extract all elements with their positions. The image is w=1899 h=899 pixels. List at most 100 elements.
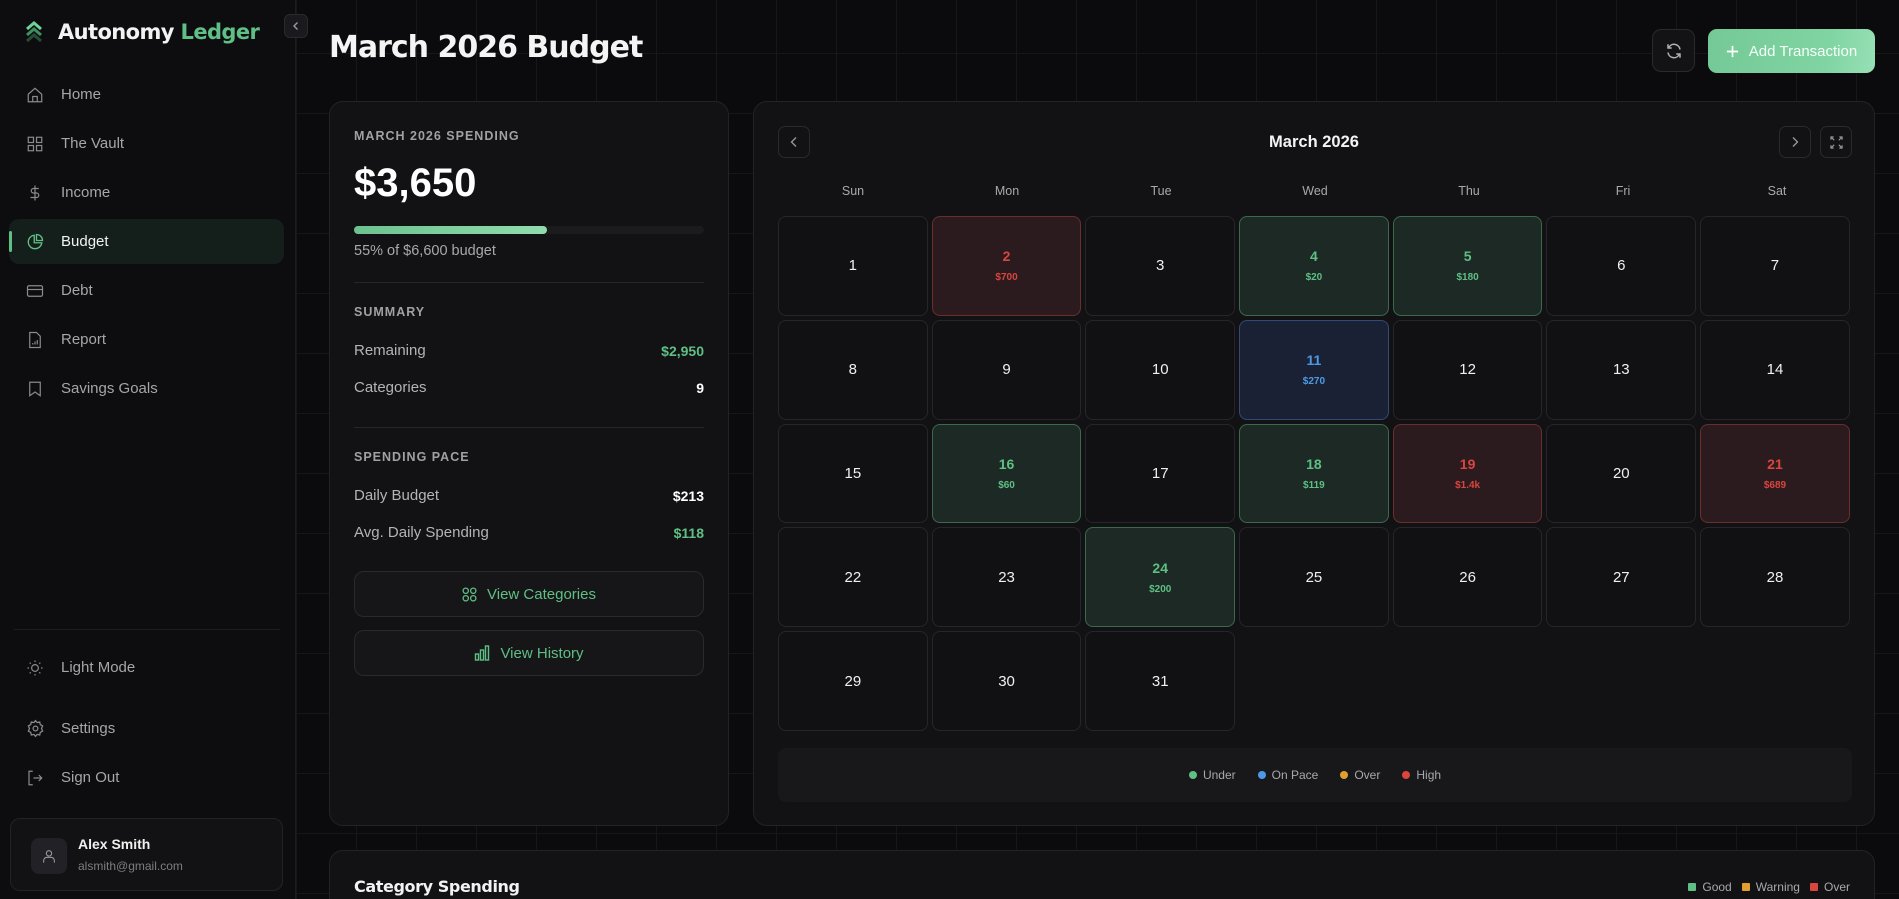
day-number: 1 (848, 257, 858, 275)
calendar-day-29[interactable]: 29 (778, 631, 928, 731)
calendar-day-18[interactable]: 18 $119 (1239, 423, 1389, 524)
calendar-day-17[interactable]: 17 (1085, 423, 1236, 524)
view-history-label: View History (500, 644, 584, 662)
calendar-day-2[interactable]: 2 $700 (931, 216, 1082, 316)
calendar-day-31[interactable]: 31 (1085, 631, 1236, 731)
calendar-day-9[interactable]: 9 (931, 319, 1082, 420)
add-transaction-label: Add Transaction (1748, 42, 1858, 60)
user-email: alsmith@gmail.com (78, 859, 183, 873)
calendar-day-25[interactable]: 25 (1239, 527, 1389, 628)
sidebar-item-the-vault[interactable]: The Vault (9, 121, 284, 166)
calendar-day-23[interactable]: 23 (931, 527, 1082, 628)
sun-icon (25, 658, 45, 678)
calendar-day-8[interactable]: 8 (778, 319, 928, 420)
credit-card-icon (25, 281, 45, 301)
calendar-day-15[interactable]: 15 (778, 423, 928, 524)
view-categories-button[interactable]: View Categories (354, 571, 704, 617)
calendar-day-22[interactable]: 22 (778, 527, 928, 628)
day-number: 18 (1306, 455, 1322, 472)
brand[interactable]: Autonomy Ledger (24, 20, 260, 44)
calendar-day-19[interactable]: 19 $1.4k (1392, 423, 1543, 524)
legend-label: Good (1702, 880, 1732, 894)
light-mode-toggle[interactable]: Light Mode (9, 645, 284, 690)
category-legend: Good Warning Over (1688, 880, 1850, 894)
calendar-day-26[interactable]: 26 (1392, 527, 1543, 628)
calendar-day-3[interactable]: 3 (1085, 216, 1236, 316)
summary-row-categories: Categories 9 (354, 379, 704, 396)
calendar-day-20[interactable]: 20 (1546, 423, 1697, 524)
legend-label: Over (1823, 880, 1850, 894)
refresh-button[interactable] (1652, 29, 1695, 72)
calendar-day-4[interactable]: 4 $20 (1239, 216, 1389, 316)
day-number: 11 (1306, 352, 1322, 369)
sidebar-item-savings-goals[interactable]: Savings Goals (9, 366, 284, 411)
calendar-day-5[interactable]: 5 $180 (1392, 216, 1543, 316)
sidebar: Autonomy Ledger Home The Vault Income Bu… (0, 0, 296, 899)
legend-item-high: High (1402, 768, 1441, 782)
sidebar-item-label: Settings (61, 720, 116, 737)
legend-item-on-pace: On Pace (1257, 768, 1318, 782)
bottom-nav-2: Settings Sign Out (9, 706, 284, 804)
calendar-day-12[interactable]: 12 (1392, 319, 1543, 420)
weekday-header: Sun Mon Tue Wed Thu Fri Sat (778, 184, 1852, 198)
prev-month-button[interactable] (778, 126, 810, 158)
calendar-day-14[interactable]: 14 (1700, 319, 1850, 420)
next-month-button[interactable] (1779, 126, 1811, 158)
sidebar-item-label: Income (61, 184, 111, 201)
expand-calendar-button[interactable] (1820, 126, 1852, 158)
sidebar-item-home[interactable]: Home (9, 72, 284, 117)
sidebar-item-label: The Vault (61, 135, 125, 152)
day-number: 2 (1002, 248, 1011, 265)
sidebar-item-sign-out[interactable]: Sign Out (9, 755, 284, 800)
add-transaction-button[interactable]: Add Transaction (1708, 29, 1875, 73)
budget-progress-fill (354, 226, 547, 234)
plus-icon (1726, 45, 1738, 57)
calendar-day-21[interactable]: 21 $689 (1700, 423, 1850, 524)
dollar-icon (25, 183, 45, 203)
view-history-button[interactable]: View History (354, 630, 704, 676)
expand-icon (1829, 135, 1843, 149)
calendar-day-30[interactable]: 30 (931, 631, 1082, 731)
sign-out-icon (25, 768, 45, 788)
sidebar-item-income[interactable]: Income (9, 170, 284, 215)
calendar-day-24[interactable]: 24 $200 (1085, 527, 1236, 628)
calendar-day-28[interactable]: 28 (1700, 527, 1850, 628)
weekday-label: Mon (994, 184, 1020, 198)
weekday-label: Sun (841, 184, 865, 198)
calendar-day-11[interactable]: 11 $270 (1239, 319, 1389, 420)
sidebar-item-debt[interactable]: Debt (9, 268, 284, 313)
weekday-label: Thu (1458, 184, 1480, 198)
collapse-sidebar-button[interactable] (284, 14, 308, 38)
row-label: Remaining (354, 342, 426, 359)
day-number: 29 (844, 672, 862, 690)
sidebar-item-label: Budget (61, 233, 109, 250)
calendar-day-1[interactable]: 1 (778, 216, 928, 316)
day-spent-amount: $689 (1763, 479, 1787, 491)
sidebar-item-report[interactable]: Report (9, 317, 284, 362)
total-spent-amount: $3,650 (354, 161, 477, 205)
user-profile-card[interactable]: Alex Smith alsmith@gmail.com (10, 818, 283, 891)
brand-accent: Ledger (180, 20, 260, 44)
summary-row-remaining: Remaining $2,950 (354, 342, 704, 359)
day-number: 3 (1156, 257, 1165, 275)
budget-progress-text: 55% of $6,600 budget (354, 243, 496, 259)
brand-name: Autonomy Ledger (58, 20, 260, 44)
row-value: $213 (672, 487, 704, 504)
calendar-month-title: March 2026 (1269, 133, 1359, 151)
calendar-day-7[interactable]: 7 (1700, 216, 1850, 316)
calendar-day-13[interactable]: 13 (1546, 319, 1697, 420)
categories-icon (462, 586, 477, 602)
bookmark-icon (25, 379, 45, 399)
sidebar-item-budget[interactable]: Budget (9, 219, 284, 264)
calendar-day-6[interactable]: 6 (1546, 216, 1697, 316)
day-number: 7 (1770, 257, 1780, 275)
refresh-icon (1666, 43, 1681, 58)
calendar-day-16[interactable]: 16 $60 (931, 423, 1082, 524)
day-spent-amount: $119 (1303, 479, 1325, 491)
row-value: $2,950 (661, 342, 704, 359)
sidebar-item-settings[interactable]: Settings (9, 706, 284, 751)
logo-chevrons-icon (24, 20, 44, 44)
calendar-day-27[interactable]: 27 (1546, 527, 1697, 628)
calendar-day-10[interactable]: 10 (1085, 319, 1236, 420)
legend-dot (1188, 771, 1197, 779)
